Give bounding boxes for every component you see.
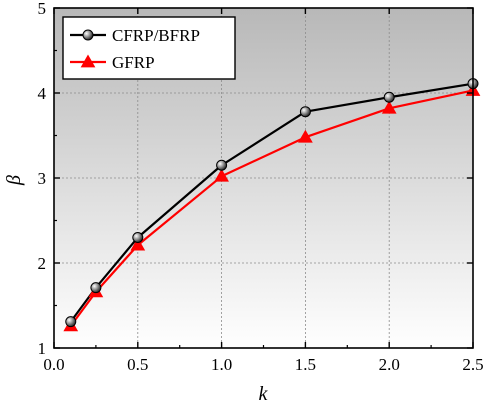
y-tick-label: 5 (38, 0, 47, 18)
data-point-cfrp-bfrp (65, 316, 77, 328)
data-point-cfrp-bfrp (90, 282, 102, 294)
y-axis-title: β (3, 175, 25, 186)
data-point-gfrp (214, 168, 229, 182)
axis-ticks (53, 7, 474, 349)
x-tick-label: 0.5 (127, 355, 148, 374)
x-tick-label: 1.5 (295, 355, 316, 374)
x-axis-title: k (259, 383, 269, 405)
data-point-cfrp-bfrp (383, 91, 395, 103)
y-tick-label: 4 (38, 84, 47, 103)
x-tick-label: 1.0 (211, 355, 232, 374)
data-point-cfrp-bfrp (216, 159, 228, 171)
data-point-cfrp-bfrp (132, 232, 144, 243)
data-point-gfrp (381, 100, 397, 114)
tick-labels: 0.0 0.5 1.0 1.5 2.0 2.5 1 2 3 4 5 (38, 0, 484, 374)
data-point-cfrp-bfrp (299, 106, 311, 118)
legend-label-gfrp: GFRP (112, 53, 155, 72)
y-tick-label: 1 (38, 339, 47, 358)
y-tick-label: 2 (38, 254, 47, 273)
x-tick-label: 0.0 (43, 355, 64, 374)
y-tick-label: 3 (38, 169, 47, 188)
x-tick-label: 2.0 (379, 355, 400, 374)
x-tick-label: 2.5 (462, 355, 483, 374)
legend-box (62, 16, 236, 80)
data-point-gfrp (130, 237, 146, 251)
legend-marker-cfrp-bfrp (82, 29, 94, 41)
data-point-gfrp (298, 129, 313, 143)
legend: CFRP/BFRP GFRP (62, 16, 236, 80)
legend-marker-gfrp (80, 54, 96, 68)
legend-label-cfrp-bfrp: CFRP/BFRP (112, 26, 200, 45)
